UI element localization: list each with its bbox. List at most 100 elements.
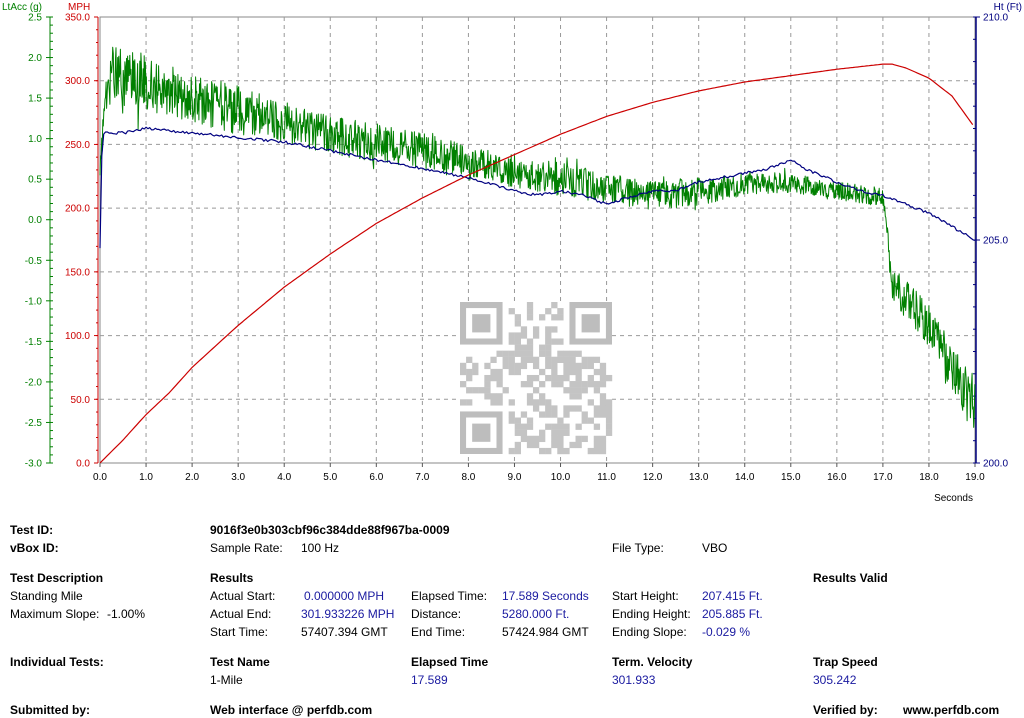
qr-module [484,374,491,382]
qr-module [472,387,479,394]
qr-module [569,387,576,394]
qr-module [569,441,576,449]
end-time-label: End Time: [411,625,466,639]
ltacc-tick-label: -3.0 [25,459,43,470]
qr-module [587,399,594,406]
ltacc-tick-label: 2.5 [28,13,42,24]
ending-height-label: Ending Height: [612,607,691,621]
qr-module [532,435,540,443]
qr-module [520,356,528,363]
qr-module [472,362,479,370]
qr-module [569,362,576,370]
qr-module [599,441,607,449]
x-tick-label: 5.0 [323,472,337,483]
qr-module [545,405,552,412]
series-line-ht-ft [99,126,976,249]
qr-module [545,423,552,430]
qr-module [557,338,564,345]
height-tick-label: 200.0 [983,459,1008,470]
x-tick-label: 17.0 [873,472,893,483]
col-term-velocity: Term. Velocity [612,655,693,669]
height-tick-label: 210.0 [983,13,1008,24]
qr-module [460,381,467,388]
qr-module [569,368,576,376]
row-test-name: 1-Mile [210,673,243,687]
qr-module [557,435,564,443]
verified-by-label: Verified by: [813,703,878,717]
qr-module [526,308,534,315]
qr-module [508,308,515,315]
qr-module [593,381,601,388]
chart-axis-labels: 0.0 1.0 2.0 3.0 4.0 5.0 6.0 7.0 8.0 9.0 10.0 11.0 12… [2,2,1022,504]
start-height-label: Start Height: [612,589,679,603]
qr-module [484,362,491,370]
qr-module [587,381,594,388]
ltacc-tick-label: 2.0 [28,53,42,64]
qr-module [563,350,570,357]
qr-module [605,399,613,406]
qr-module [551,423,558,430]
qr-module [599,362,607,370]
qr-module [599,435,607,443]
qr-module [496,350,503,357]
x-axis-label: Seconds [934,493,973,504]
qr-code-watermark [460,302,613,455]
qr-module [551,381,558,388]
qr-module [514,350,521,357]
qr-module [581,362,588,370]
qr-module [496,399,503,406]
ltacc-tick-label: 0.0 [28,215,42,226]
qr-module [605,411,613,418]
qr-module [557,374,564,382]
qr-module [545,332,552,339]
qr-module [520,344,528,351]
qr-module [587,417,594,424]
qr-module [545,356,552,363]
test-id-label: Test ID: [10,523,54,537]
qr-module [496,393,503,400]
qr-module [593,411,601,418]
test-id-value: 9016f3e0b303cbf96c384dde88f967ba-0009 [210,523,450,537]
qr-module [557,447,564,455]
qr-module [551,405,558,412]
vbox-id-label: vBox ID: [10,541,59,555]
qr-module [539,381,546,388]
qr-module [599,393,607,400]
qr-module [526,399,534,406]
qr-module [599,447,607,455]
qr-module [466,368,473,376]
test-description-heading: Test Description [10,571,104,585]
sample-rate-value: 100 Hz [301,541,340,555]
ltacc-tick-label: 1.5 [28,94,42,105]
qr-module [490,368,497,376]
max-slope-label: Maximum Slope: [10,607,100,621]
verified-by-link[interactable]: www.perfdb.com [903,703,1000,717]
qr-module [551,411,558,418]
qr-module [472,368,479,376]
qr-module [551,374,558,382]
chart-axes [46,16,980,467]
qr-module [551,302,558,309]
col-trap-speed: Trap Speed [813,655,878,669]
qr-module [496,381,503,388]
performance-chart: 0.0 1.0 2.0 3.0 4.0 5.0 6.0 7.0 8.0 9.0 10.0 11.0 12… [2,2,1022,504]
qr-module [569,350,576,357]
file-type-value: VBO [702,541,728,555]
qr-module [514,362,521,370]
actual-start-label: Actual Start: [210,589,276,603]
qr-module [532,441,540,449]
qr-module [520,435,528,443]
results-heading: Results [210,571,254,585]
web-interface-link[interactable]: Web interface @ perfdb.com [210,703,373,717]
ltacc-tick-label: 1.0 [28,134,42,145]
qr-module [563,356,570,363]
ending-height-value: 205.885 Ft. [702,607,763,621]
qr-module [605,374,613,382]
qr-module [545,362,552,370]
qr-module [575,405,582,412]
x-tick-label: 11.0 [597,472,616,483]
qr-module [496,374,503,382]
qr-module [502,350,509,357]
qr-module [508,362,515,370]
qr-module [557,429,564,436]
